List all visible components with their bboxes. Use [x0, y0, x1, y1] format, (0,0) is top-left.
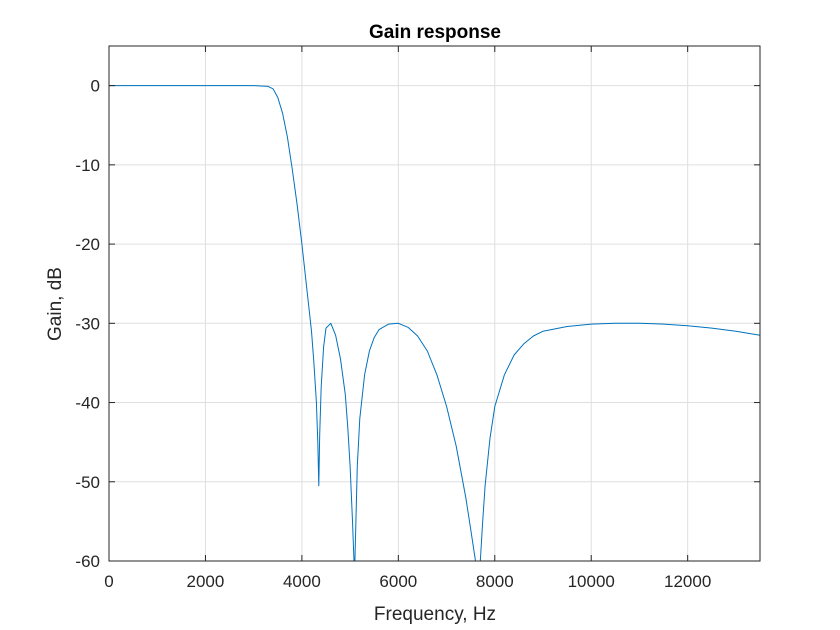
y-tick-label: 0 [91, 77, 100, 96]
x-tick-label: 4000 [283, 572, 321, 591]
x-tick-labels: 0 2000 4000 6000 8000 10000 12000 [104, 572, 711, 591]
y-axis-label: Gain, dB [45, 267, 66, 341]
ticks [108, 46, 760, 562]
x-tick-label: 6000 [379, 572, 417, 591]
plot-area [109, 46, 760, 561]
y-tick-label: -20 [75, 235, 100, 254]
data-series [109, 85, 761, 562]
y-tick-labels: 0 -10 -20 -30 -40 -50 -60 [75, 77, 100, 571]
gain-response-line [109, 85, 761, 562]
y-tick-label: -40 [75, 394, 100, 413]
y-tick-label: -10 [75, 156, 100, 175]
chart-title: Gain response [369, 22, 501, 43]
y-tick-label: -50 [75, 473, 100, 492]
y-tick-label: -30 [75, 314, 100, 333]
x-tick-label: 2000 [187, 572, 225, 591]
x-tick-label: 12000 [664, 572, 711, 591]
axes-box [108, 45, 761, 562]
x-tick-label: 10000 [568, 572, 615, 591]
y-tick-label: -60 [75, 552, 100, 571]
x-tick-label: 8000 [476, 572, 514, 591]
x-tick-label: 0 [104, 572, 113, 591]
x-axis-label: Frequency, Hz [374, 604, 496, 625]
